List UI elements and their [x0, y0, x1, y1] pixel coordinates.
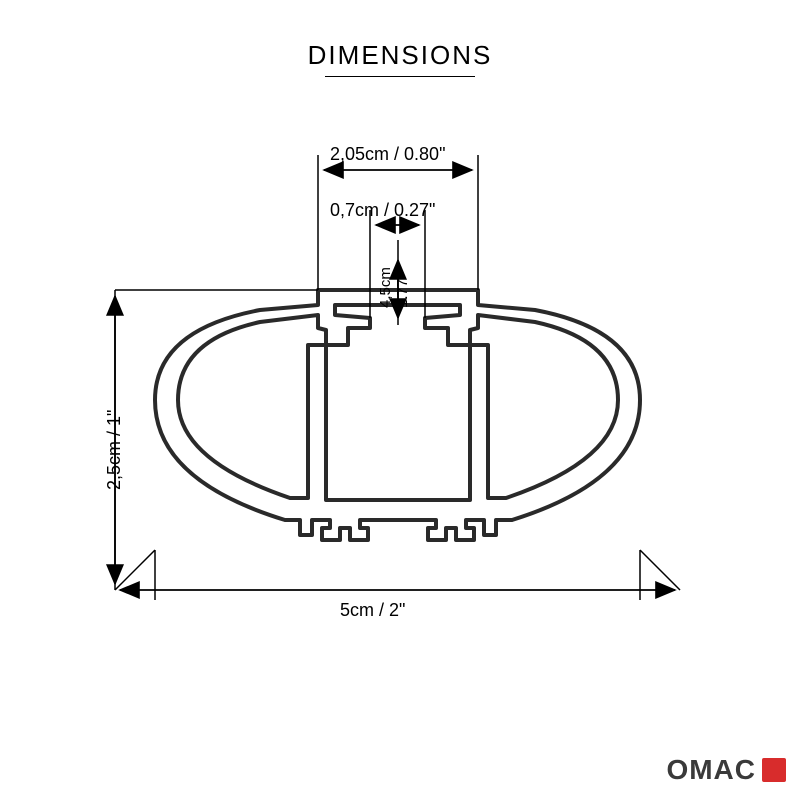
brand-logo: OMAC — [666, 754, 786, 786]
profile-wing-left — [178, 315, 326, 498]
profile-inner — [326, 305, 470, 500]
dimension-diagram — [0, 0, 800, 800]
profile-wing-right — [470, 315, 618, 498]
dim-label-height-left: 2,5cm / 1" — [104, 410, 125, 490]
dim-label-top-outer: 2,05cm / 0.80" — [330, 144, 445, 165]
dim-label-width-bottom: 5cm / 2" — [340, 600, 405, 621]
dim-label-slot-depth-b: 1.77" — [394, 273, 411, 308]
brand-name: OMAC — [666, 754, 756, 785]
dim-label-top-inner: 0,7cm / 0.27" — [330, 200, 435, 221]
dim-label-slot-depth-a: 4,5cm — [377, 267, 394, 308]
brand-dot-icon — [762, 758, 786, 782]
profile-shape — [155, 290, 640, 540]
